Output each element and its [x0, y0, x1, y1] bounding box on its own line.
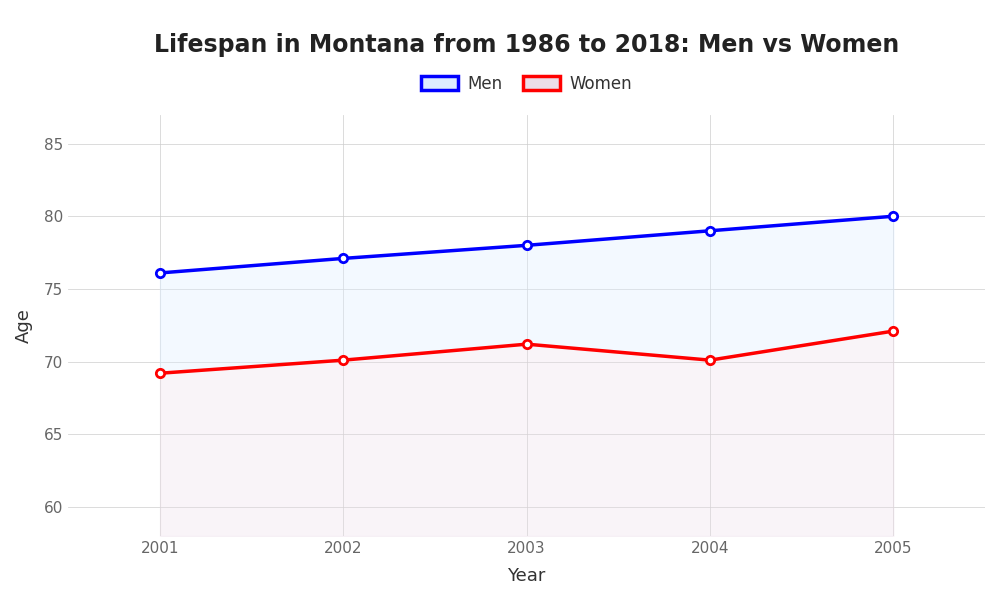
X-axis label: Year: Year — [507, 567, 546, 585]
Legend: Men, Women: Men, Women — [414, 68, 639, 100]
Title: Lifespan in Montana from 1986 to 2018: Men vs Women: Lifespan in Montana from 1986 to 2018: M… — [154, 33, 899, 57]
Y-axis label: Age: Age — [15, 308, 33, 343]
